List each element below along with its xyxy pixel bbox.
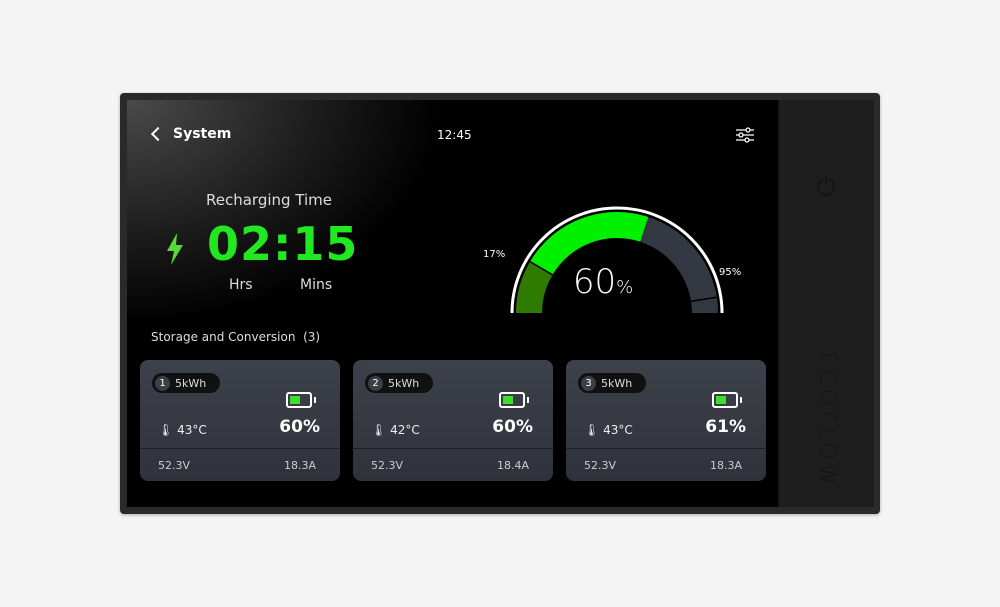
battery-capacity: 5kWh [601,376,633,390]
section-title: Storage and Conversion (3) [151,330,321,344]
minutes-label: Mins [300,277,333,293]
current: 18.3A [709,459,742,472]
page-title: System [173,126,232,142]
side-panel: ECOFLOW [778,100,874,507]
voltage: 52.3V [584,459,617,472]
thermometer-icon: 🌡 [371,423,387,437]
battery-index: 3 [581,375,596,391]
device-frame: System 12:45 Recharging Time 02:15 Hrs M… [120,93,880,514]
gauge-high-marker [690,296,717,303]
divider [140,448,340,449]
divider [566,448,766,449]
battery-id-pill: 2 5kWh [365,373,433,393]
gauge-outer-arc [510,206,724,314]
lightning-icon [167,233,183,265]
battery-card[interactable]: 2 5kWh 🌡 42°C 60% 52.3V 18.4A [353,360,553,481]
battery-index: 1 [155,375,170,391]
battery-charge: 61% [705,417,746,437]
power-icon[interactable] [817,176,835,196]
battery-charge: 60% [492,417,533,437]
screen: System 12:45 Recharging Time 02:15 Hrs M… [127,100,778,507]
battery-id-pill: 3 5kWh [578,373,646,393]
battery-card[interactable]: 3 5kWh 🌡 43°C 61% 52.3V 18.3A [566,360,766,481]
temperature: 🌡 42°C [371,423,420,437]
battery-icon [286,392,316,408]
current: 18.3A [283,459,316,472]
battery-index: 2 [368,375,383,391]
chevron-left-icon [150,126,166,142]
battery-icon [499,392,529,408]
battery-gauge: 17% 95% 60% [483,206,741,314]
clock: 12:45 [437,128,472,142]
thermometer-icon: 🌡 [158,423,174,437]
gauge-value: 60% [573,262,633,302]
gauge-low-marker [529,260,553,276]
battery-icon [712,392,742,408]
battery-capacity: 5kWh [388,376,420,390]
gauge-fill-segment [530,212,649,275]
thermometer-icon: 🌡 [584,423,600,437]
battery-capacity: 5kWh [175,376,207,390]
temperature: 🌡 43°C [584,423,633,437]
battery-card[interactable]: 1 5kWh 🌡 43°C 60% 52.3V 18.3A [140,360,340,481]
battery-id-pill: 1 5kWh [152,373,220,393]
back-button[interactable]: System [150,126,232,142]
voltage: 52.3V [371,459,404,472]
recharging-time-title: Recharging Time [206,191,333,209]
current: 18.4A [496,459,529,472]
temperature: 🌡 43°C [158,423,207,437]
brand-logo: ECOFLOW [814,351,840,490]
gauge-high-label: 95% [719,267,741,278]
gauge-low-label: 17% [483,249,505,260]
recharging-time-value: 02:15 [207,217,359,271]
sliders-icon[interactable] [736,127,754,143]
gauge-low-segment [516,261,553,313]
divider [353,448,553,449]
battery-charge: 60% [279,417,320,437]
hours-label: Hrs [229,277,253,293]
voltage: 52.3V [158,459,191,472]
